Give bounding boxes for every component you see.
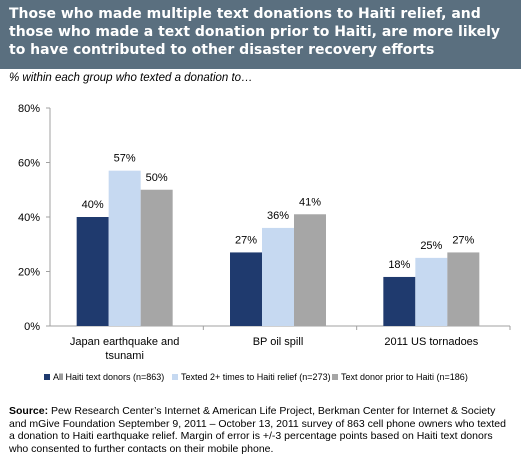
y-tick-label: 40%: [18, 212, 40, 224]
data-label: 18%: [388, 259, 410, 271]
bar: [140, 189, 173, 326]
chart-subtitle: % within each group who texted a donatio…: [9, 72, 253, 84]
data-label: 41%: [299, 196, 321, 208]
data-label: 25%: [420, 240, 442, 252]
legend-swatch: [332, 374, 338, 380]
bar: [294, 214, 326, 326]
source-note: Source: Pew Research Center’s Internet &…: [9, 405, 514, 455]
data-label: 36%: [267, 210, 289, 222]
y-tick-label: 20%: [18, 267, 40, 279]
legend-label: Text donor prior to Haiti (n=186): [341, 372, 468, 382]
data-label: 40%: [82, 199, 104, 211]
y-tick-label: 0%: [24, 321, 40, 333]
data-label: 27%: [235, 234, 257, 246]
data-label: 27%: [452, 234, 474, 246]
legend-swatch: [172, 374, 178, 380]
bar: [447, 252, 480, 326]
title-bar: [0, 0, 521, 69]
category-label: BP oil spill: [253, 336, 304, 348]
legend-label: Texted 2+ times to Haiti relief (n=273): [181, 372, 331, 382]
bar: [76, 217, 109, 326]
category-label: tsunami: [105, 350, 144, 362]
bar: [383, 276, 416, 326]
y-tick-label: 80%: [18, 103, 40, 115]
data-label: 50%: [146, 172, 168, 184]
source-label: Source:: [9, 405, 49, 417]
legend-label: All Haiti text donors (n=863): [53, 372, 164, 382]
category-label: 2011 US tornadoes: [384, 336, 478, 348]
y-tick-label: 60%: [18, 158, 40, 170]
bar: [230, 252, 262, 326]
chart-title: Those who made multiple text donations t…: [9, 6, 501, 58]
chart: 0% 20% 40% 60% 80% 40% 57% 50% Japan earthquake …: [18, 103, 511, 382]
bar: [415, 257, 448, 326]
category-label: Japan earthquake and: [70, 336, 179, 348]
data-label: 57%: [114, 153, 136, 165]
bar: [262, 227, 294, 326]
legend-swatch: [44, 374, 50, 380]
source-text: Pew Research Center’s Internet & America…: [9, 405, 506, 455]
bar: [108, 170, 141, 326]
